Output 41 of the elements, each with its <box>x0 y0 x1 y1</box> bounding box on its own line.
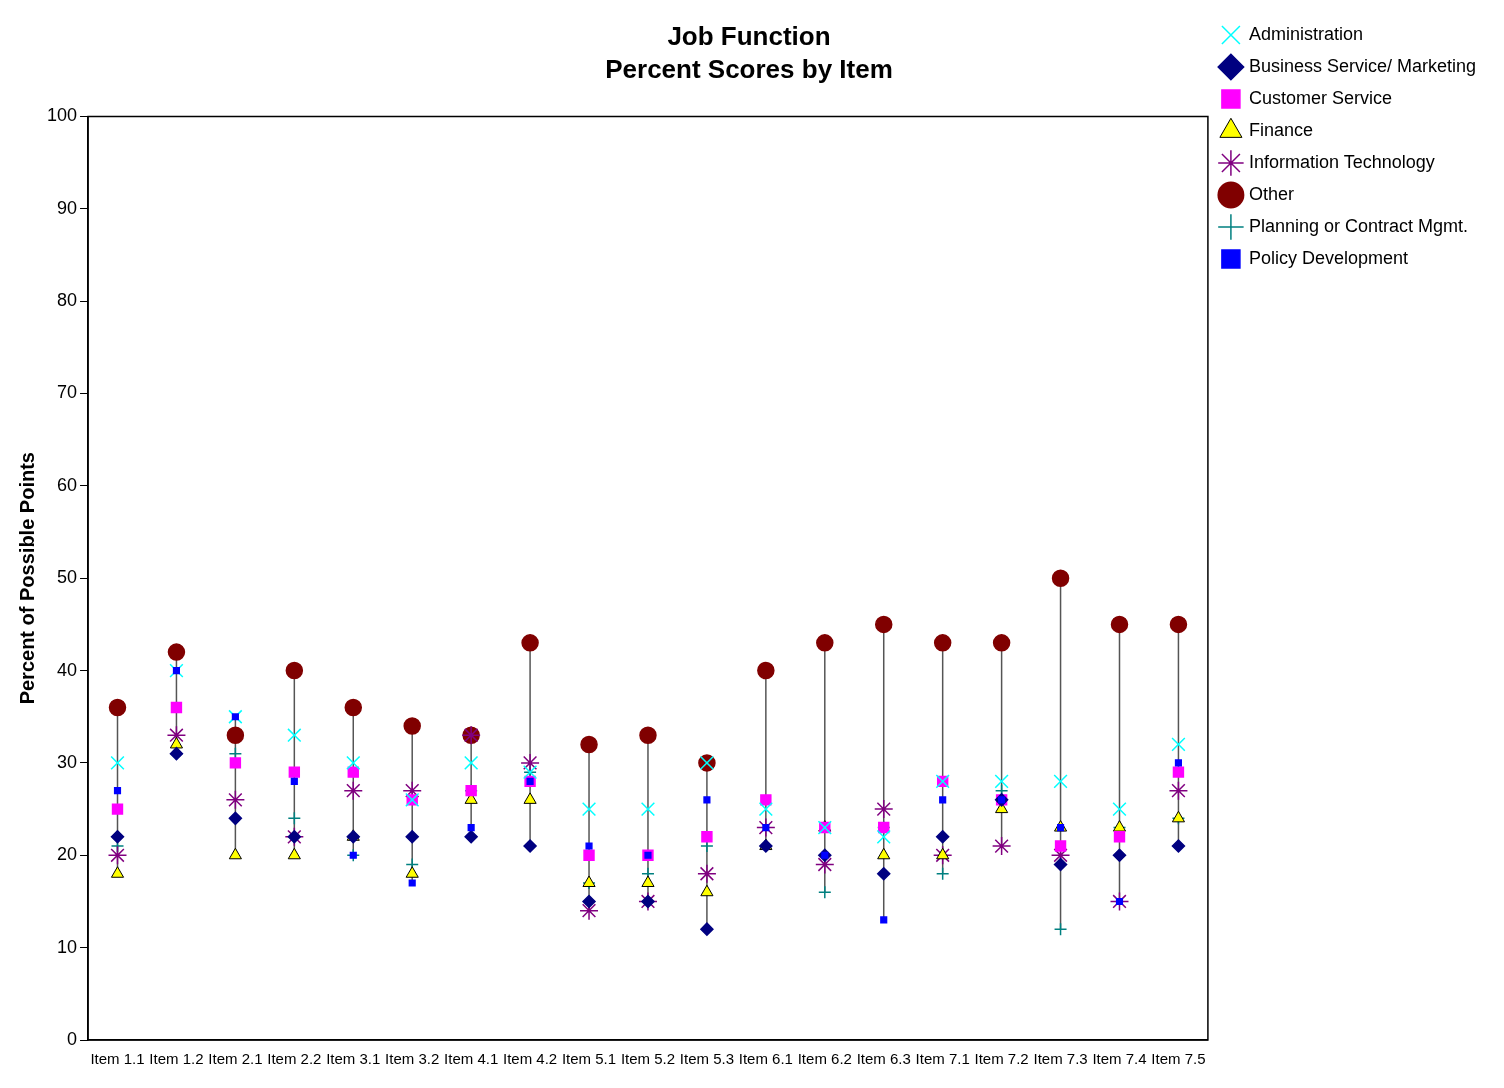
x-tick-label: Item 1.1 <box>90 1050 145 1068</box>
x-tick-label: Item 1.2 <box>149 1050 204 1068</box>
x-tick-label: Item 5.3 <box>679 1050 735 1068</box>
x-tick-label: Item 2.2 <box>267 1050 322 1068</box>
legend-label: Administration <box>1248 23 1363 44</box>
y-tick-label: 20 <box>57 844 78 865</box>
x-tick-label: Item 5.2 <box>620 1050 676 1068</box>
y-tick-label: 50 <box>57 567 78 588</box>
y-tick-label: 90 <box>57 197 78 218</box>
y-tick-label: 60 <box>57 474 78 495</box>
x-tick-label: Item 2.1 <box>208 1050 263 1068</box>
y-tick-label: 80 <box>57 290 78 311</box>
legend-label: Customer Service <box>1248 87 1392 108</box>
legend-label: Information Technology <box>1248 151 1435 172</box>
y-tick-label: 100 <box>46 105 78 126</box>
legend-label: Other <box>1248 183 1294 204</box>
x-tick-label: Item 7.2 <box>974 1050 1029 1068</box>
x-tick-label: Item 6.2 <box>797 1050 852 1068</box>
x-tick-label: Item 4.1 <box>444 1050 499 1068</box>
x-tick-label: Item 7.3 <box>1033 1050 1088 1068</box>
x-tick-label: Item 7.1 <box>915 1050 970 1068</box>
x-tick-label: Item 3.2 <box>385 1050 440 1068</box>
x-tick-label: Item 7.5 <box>1151 1050 1206 1068</box>
y-tick-label: 40 <box>57 659 78 680</box>
y-axis-title: Percent of Possible Points <box>15 452 38 705</box>
legend-label: Finance <box>1248 119 1313 140</box>
x-tick-label: Item 4.2 <box>502 1050 558 1068</box>
x-tick-label: Item 5.1 <box>561 1050 617 1068</box>
chart-subtitle: Percent Scores by Item <box>605 53 893 84</box>
legend-label: Planning or Contract Mgmt. <box>1248 215 1468 236</box>
x-tick-label: Item 6.3 <box>856 1050 911 1068</box>
legend-label: Policy Development <box>1248 247 1408 268</box>
legend-label: Business Service/ Marketing <box>1248 55 1476 76</box>
y-tick-label: 70 <box>57 382 78 403</box>
y-tick-label: 0 <box>67 1028 78 1049</box>
x-tick-label: Item 6.1 <box>738 1050 793 1068</box>
x-tick-label: Item 7.4 <box>1092 1050 1147 1068</box>
chart-title: Job Function <box>667 20 831 51</box>
y-tick-label: 30 <box>57 751 78 772</box>
x-tick-label: Item 3.1 <box>326 1050 381 1068</box>
y-tick-label: 10 <box>57 936 78 957</box>
